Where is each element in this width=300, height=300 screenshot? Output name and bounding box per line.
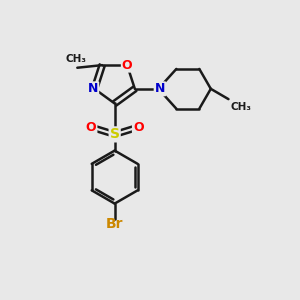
- Text: O: O: [133, 122, 143, 134]
- Text: O: O: [86, 122, 96, 134]
- Text: CH₃: CH₃: [231, 102, 252, 112]
- Text: N: N: [155, 82, 165, 95]
- Text: N: N: [88, 82, 98, 95]
- Text: S: S: [110, 128, 120, 141]
- Text: Br: Br: [106, 217, 123, 231]
- Text: CH₃: CH₃: [65, 54, 86, 64]
- Text: O: O: [122, 58, 132, 72]
